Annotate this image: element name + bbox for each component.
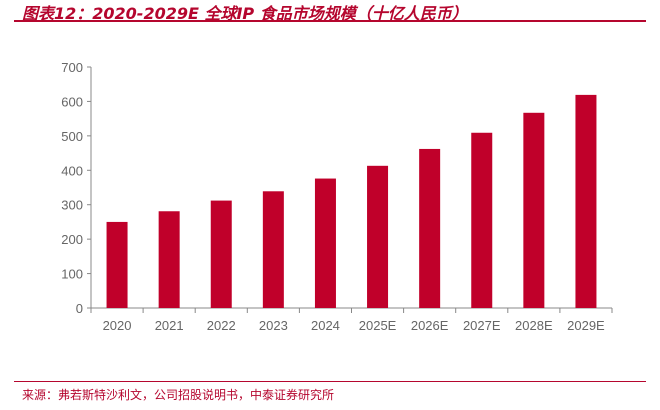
bar-2025E	[367, 165, 389, 308]
bar-2021	[158, 211, 180, 308]
y-tick-label: 600	[61, 94, 83, 109]
source-note: 来源：弗若斯特沙利文，公司招股说明书，中泰证券研究所	[22, 388, 335, 402]
bar-2024	[314, 178, 336, 308]
bar-2026E	[419, 148, 441, 308]
bar-2023	[262, 191, 284, 308]
y-tick-label: 500	[61, 129, 83, 144]
x-tick-label: 2022	[207, 318, 236, 333]
bar-2020	[106, 221, 128, 308]
y-tick-label: 100	[61, 267, 83, 282]
y-tick-label: 700	[61, 60, 83, 75]
y-tick-label: 200	[61, 232, 83, 247]
x-tick-label: 2023	[259, 318, 288, 333]
title-divider	[14, 20, 646, 22]
bar-2028E	[523, 112, 545, 308]
footer-divider	[14, 381, 646, 382]
x-tick-label: 2029E	[567, 318, 605, 333]
x-tick-label: 2024	[311, 318, 340, 333]
y-tick-label: 400	[61, 163, 83, 178]
y-tick-label: 0	[76, 301, 83, 316]
x-tick-label: 2020	[103, 318, 132, 333]
bar-2027E	[471, 132, 493, 308]
x-tick-label: 2026E	[411, 318, 449, 333]
bar-2022	[210, 200, 232, 308]
x-tick-label: 2021	[155, 318, 184, 333]
chart-title: 图表12：2020-2029E 全球IP 食品市场规模（十亿人民币）	[22, 4, 468, 23]
x-tick-label: 2028E	[515, 318, 553, 333]
x-tick-label: 2025E	[359, 318, 397, 333]
x-tick-label: 2027E	[463, 318, 501, 333]
y-tick-label: 300	[61, 198, 83, 213]
bar-2029E	[575, 94, 597, 308]
